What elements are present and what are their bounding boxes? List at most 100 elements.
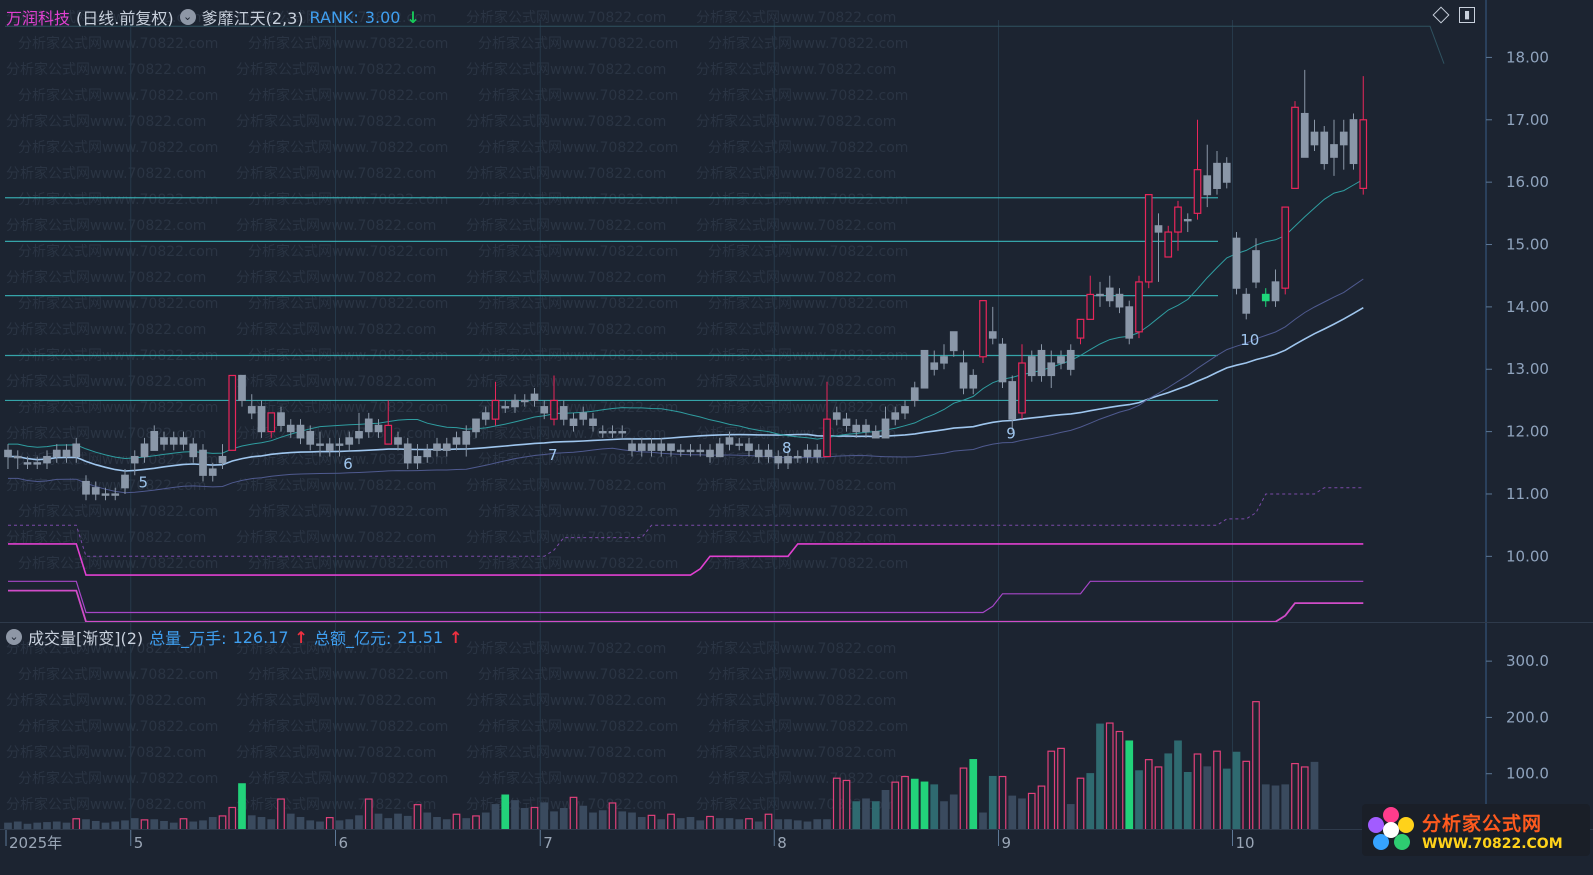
watermark: 分析家公式网www.70822.com [696,165,896,182]
candle [764,449,773,458]
total-amount-value: 21.51 [397,627,444,647]
candle [676,449,685,453]
chevron-down-icon[interactable]: ⌄ [6,629,22,645]
watermark: 分析家公式网www.70822.com [478,243,678,260]
volume-bar [871,801,880,830]
candle [1339,131,1348,146]
watermark: 分析家公式网www.70822.com [18,191,218,208]
volume-indicator-name[interactable]: 成交量[渐变](2) [28,629,144,648]
chevron-down-icon[interactable]: ⌄ [179,9,196,25]
volume-bar [891,781,900,830]
volume-bar [901,775,909,830]
watermark: 分析家公式网www.70822.com [6,477,206,494]
rank-value: 3.00 [364,7,401,27]
candle [345,437,354,445]
watermark: 分析家公式网www.70822.com [236,529,436,546]
volume-bar [121,820,129,830]
candle [813,449,822,458]
candle [1057,356,1065,364]
candle [52,449,61,458]
volume-bar [1076,777,1085,830]
volume-chart-panel[interactable]: 分析家公式网www.70822.com 分析家公式网www.70822.com 分析… [0,622,1593,830]
candle [1183,218,1192,222]
candle [910,387,919,402]
volume-bar [160,820,168,830]
candle [101,493,110,496]
volume-chart[interactable]: 分析家公式网www.70822.com 分析家公式网www.70822.com 分析… [0,623,1593,830]
volume-bar [862,798,870,830]
volume-bar [881,790,890,830]
total-volume-value: 126.17 [232,627,289,647]
watermark: 分析家公式网www.70822.com [696,9,896,26]
candle [1252,250,1260,283]
candle [355,431,363,439]
volume-bar [199,820,207,830]
panel-toggle-icon[interactable]: ▮ [1459,7,1475,23]
watermark: 分析家公式网www.70822.com [236,692,436,709]
volume-bar [23,823,32,830]
candle [793,455,802,459]
candle [423,449,432,458]
watermark: 分析家公式网www.70822.com [236,796,436,813]
watermark: 分析家公式网www.70822.com [18,770,218,787]
volume-bar [403,815,412,830]
watermark: 分析家公式网www.70822.com [466,373,666,390]
candle [647,443,656,451]
volume-bar [1164,753,1173,830]
candle [1125,306,1134,339]
volume-chart-header: ⌄ 成交量[渐变](2) 总量_万手: 126.17 ↑ 总额_亿元: 21.5… [6,625,463,649]
candle [1105,287,1114,302]
watermark: 分析家公式网www.70822.com [18,35,218,52]
volume-bar [218,815,227,830]
candle [979,300,987,358]
volume-bar [774,819,783,830]
volume-bar [1027,792,1036,830]
price-chart[interactable]: 分析家公式网www.70822.com 分析家公式网www.70822.com 分析… [0,0,1593,622]
ma-line-slow [8,278,1364,494]
indicator-name[interactable]: 爹靡江天(2,3) [201,9,304,28]
price-chart-panel[interactable]: 分析家公式网www.70822.com 分析家公式网www.70822.com 分析… [0,0,1593,622]
candle [706,449,714,458]
volume-bar [647,814,656,830]
volume-bar [452,813,461,830]
volume-bar [1281,784,1290,830]
volume-bar [423,812,432,830]
candle [1261,293,1270,302]
volume-bar [82,819,90,830]
volume-bar [1018,798,1026,830]
candle [199,449,207,476]
watermark: 分析家公式网www.70822.com [6,373,206,390]
volume-bar [384,818,393,830]
up-arrow-icon: ↑ [449,627,463,647]
candle [130,455,139,464]
candle [852,424,861,433]
watermark: 分析家公式网www.70822.com [248,399,448,416]
watermark: 分析家公式网www.70822.com [466,165,666,182]
candle [559,406,568,420]
watermark: 分析家公式网www.70822.com [236,61,436,78]
candle [959,362,968,389]
volume-bar [394,813,402,830]
candle [501,406,510,409]
candle [1232,237,1241,289]
period-label[interactable]: (日线.前复权) [76,9,174,28]
watermark: 分析家公式网www.70822.com [236,217,436,234]
candle [4,449,12,458]
volume-bar [345,819,354,830]
watermark: 分析家公式网www.70822.com [708,718,908,735]
candle [1222,162,1231,183]
volume-bar [618,811,627,830]
volume-bar [1125,740,1134,830]
candle [1086,293,1095,320]
candle [1135,281,1143,333]
total-volume-label: 总量_万手: [149,629,227,648]
candle [1310,131,1319,146]
candle [1047,362,1056,377]
watermark: 分析家公式网www.70822.com [478,503,678,520]
candle [657,443,666,451]
stock-name[interactable]: 万润科技 [6,9,71,28]
volume-bar [472,815,480,830]
candle [403,443,412,464]
diamond-icon[interactable] [1432,6,1450,24]
candle [335,443,344,446]
